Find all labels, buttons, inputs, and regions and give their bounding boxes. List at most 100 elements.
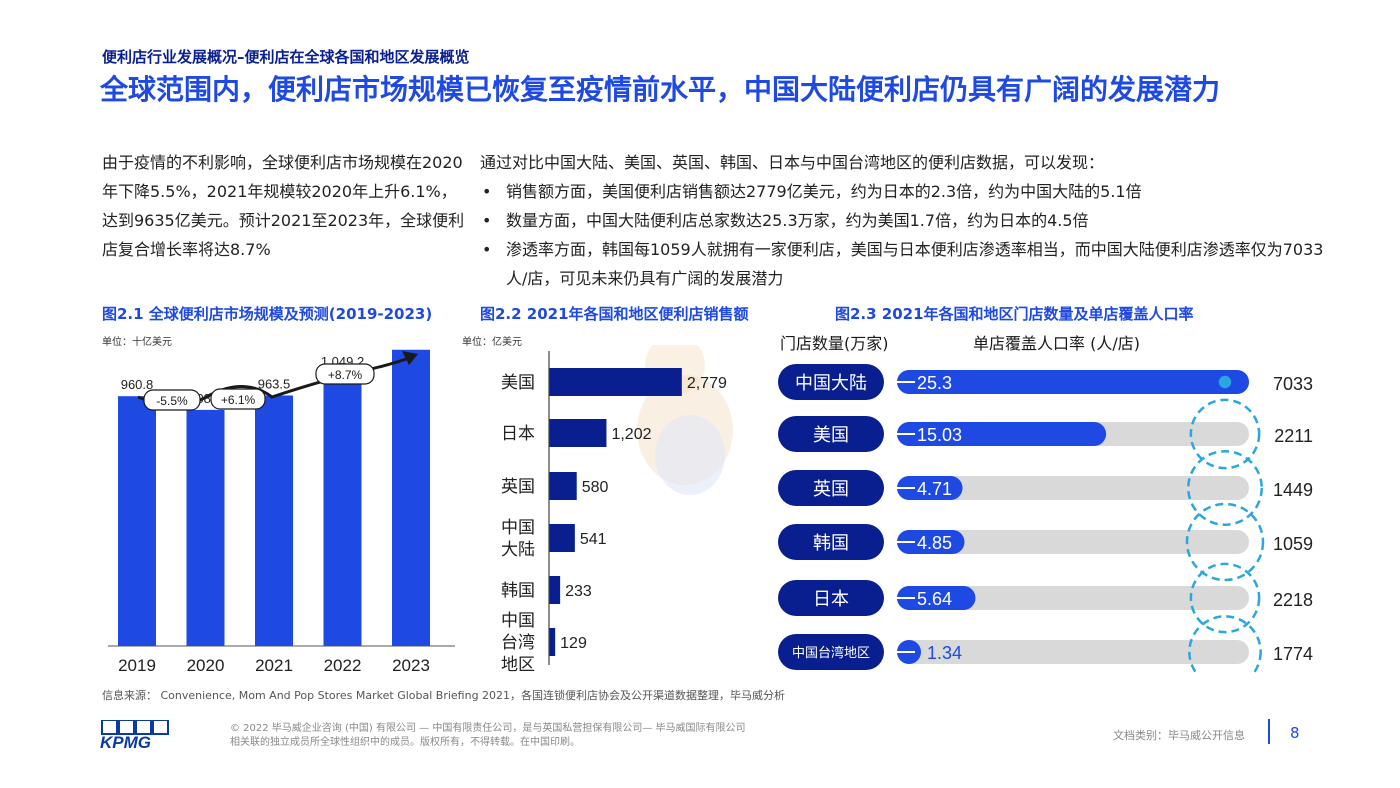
breadcrumb: 便利店行业发展概况–便利店在全球各国和地区发展概览 <box>102 48 470 66</box>
intro-paragraph: 由于疫情的不利影响，全球便利店市场规模在2020年下降5.5%，2021年规模较… <box>102 153 465 259</box>
page-number: 8 <box>1290 724 1300 742</box>
copyright-line: 相关联的独立成员所全球性组织中的成员。版权所有，不得转载。在中国印刷。 <box>230 737 580 748</box>
bar <box>549 368 682 396</box>
chart3-legend-store-count: 门店数量(万家) <box>780 334 889 353</box>
findings-lead: 通过对比中国大陆、美国、英国、韩国、日本与中国台湾地区的便利店数据，可以发现： <box>480 153 1105 172</box>
bar <box>549 472 577 500</box>
copyright-line: © 2022 毕马威企业咨询 (中国) 有限公司 — 中国有限责任公司，是与英国… <box>230 723 746 734</box>
finding-bullet: 销售额方面，美国便利店销售额达2779亿美元，约为日本的2.3倍，约为中国大陆的… <box>480 177 1330 206</box>
document-type: 文档类别：毕马威公开信息 <box>1113 729 1245 742</box>
svg-text:KPMG: KPMG <box>100 733 151 750</box>
decorative-figure-icon <box>655 415 725 495</box>
category-label: 大陆 <box>501 540 535 560</box>
chart2-unit: 单位：亿美元 <box>462 337 522 348</box>
population-per-store-label: 1449 <box>1273 480 1313 500</box>
bar-value-label: 580 <box>582 479 609 496</box>
category-label: 日本 <box>501 424 535 444</box>
growth-annotation: +8.7% <box>328 368 363 382</box>
bar-value-label: 233 <box>565 583 592 600</box>
growth-annotation: -5.5% <box>156 394 188 408</box>
chart3-title: 图2.3 2021年各国和地区门店数量及单店覆盖人口率 <box>835 305 1194 323</box>
bar-value-label: 1,139.4 <box>389 345 432 346</box>
bar-value-label: 541 <box>580 531 607 548</box>
population-per-store-label: 7033 <box>1273 374 1313 394</box>
store-count-bar <box>897 530 965 554</box>
growth-annotation: +6.1% <box>221 393 256 407</box>
store-count-bar <box>897 422 1107 446</box>
category-label: 美国 <box>501 373 535 393</box>
category-label: 韩国 <box>501 581 535 601</box>
store-count-track <box>897 640 1249 664</box>
footer-divider <box>1268 719 1270 744</box>
coverage-circle <box>1185 502 1265 582</box>
store-count-bar <box>897 476 963 500</box>
coverage-circle <box>1188 615 1262 675</box>
coverage-circle <box>1189 562 1261 634</box>
growth-annotation-box <box>143 389 201 411</box>
growth-annotation-box <box>210 388 266 410</box>
source-note: 信息来源： Convenience, Mom And Pop Stores Ma… <box>102 689 786 702</box>
bar <box>186 409 225 646</box>
bar <box>255 395 293 646</box>
region-pill <box>778 364 884 400</box>
chart1-unit: 单位：十亿美元 <box>102 337 172 348</box>
bar-value-label: 129 <box>560 635 587 652</box>
finding-bullet: 渗透率方面，韩国每1059人就拥有一家便利店，美国与日本便利店渗透率相当，而中国… <box>480 235 1330 293</box>
bar <box>549 576 561 604</box>
page-title: 全球范围内，便利店市场规模已恢复至疫情前水平，中国大陆便利店仍具有广阔的发展潜力 <box>100 73 1221 106</box>
region-label: 中国大陆 <box>795 373 867 394</box>
x-tick-label: 2022 <box>324 656 362 675</box>
store-count-label: 5.64 <box>917 589 952 609</box>
chart1-title: 图2.1 全球便利店市场规模及预测(2019-2023) <box>102 305 433 323</box>
bar <box>549 524 575 552</box>
bar <box>323 373 362 646</box>
bar <box>392 349 430 646</box>
chart1-global-market-size: 960.82019908.22020963.520211,049.220221,… <box>108 345 455 675</box>
category-label: 中国 <box>501 611 535 631</box>
category-label: 台湾 <box>501 633 535 653</box>
population-per-store-label: 1774 <box>1273 644 1313 664</box>
store-count-track <box>897 530 1249 554</box>
region-pill <box>778 416 884 452</box>
store-count-track <box>897 586 1249 610</box>
bar-value-label: 963.5 <box>258 376 291 391</box>
population-per-store-label: 1059 <box>1273 534 1313 554</box>
category-label: 地区 <box>501 655 535 675</box>
coverage-circle <box>1187 450 1263 526</box>
region-label: 英国 <box>813 479 849 500</box>
bar <box>549 419 607 447</box>
population-per-store-label: 2218 <box>1273 590 1313 610</box>
store-count-label: 1.34 <box>927 643 962 663</box>
region-pill <box>778 634 884 670</box>
region-label: 韩国 <box>813 533 849 554</box>
region-pill <box>778 470 884 506</box>
bar <box>118 396 156 646</box>
region-label: 日本 <box>813 589 849 610</box>
findings-block: 通过对比中国大陆、美国、英国、韩国、日本与中国台湾地区的便利店数据，可以发现： … <box>480 148 1330 293</box>
finding-bullet: 数量方面，中国大陆便利店总家数达25.3万家，约为美国1.7倍，约为日本的4.5… <box>480 206 1330 235</box>
bar-value-label: 960.8 <box>121 377 154 392</box>
bar-value-label: 2,779 <box>687 375 727 392</box>
growth-annotation-box <box>315 363 375 385</box>
store-count-track <box>897 476 1249 500</box>
region-label: 中国台湾地区 <box>792 645 870 661</box>
x-tick-label: 2021 <box>255 656 293 675</box>
region-pill <box>778 580 884 616</box>
store-count-label: 25.3 <box>917 373 952 393</box>
copyright-note: © 2022 毕马威企业咨询 (中国) 有限公司 — 中国有限责任公司，是与英国… <box>230 722 870 750</box>
x-tick-label: 2020 <box>187 656 225 675</box>
bar-value-label: 1,202 <box>611 426 651 443</box>
chart3-legend-population: 单店覆盖人口率 (人/店) <box>973 334 1140 353</box>
store-count-bar <box>897 370 1249 394</box>
chart3-store-count-and-coverage: 中国大陆 25.3 7033 美国 15.03 2211 英国 4.71 1449 韩国 4.85 1… <box>778 364 1313 675</box>
category-label: 中国 <box>501 518 535 538</box>
coverage-circle <box>1218 375 1232 389</box>
x-tick-label: 2019 <box>118 656 156 675</box>
region-label: 美国 <box>813 425 849 446</box>
store-count-label: 15.03 <box>917 425 962 445</box>
store-count-label: 4.85 <box>917 533 952 553</box>
chart2-title: 图2.2 2021年各国和地区便利店销售额 <box>480 305 749 323</box>
store-count-bar <box>897 586 976 610</box>
kpmg-logo: KPMG <box>100 720 169 750</box>
